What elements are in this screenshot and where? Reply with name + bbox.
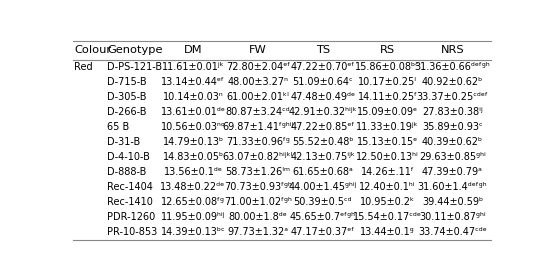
Text: 35.89±0.93ᶜ: 35.89±0.93ᶜ — [422, 122, 483, 132]
Text: 11.61±0.01ʲᵏ: 11.61±0.01ʲᵏ — [162, 62, 224, 72]
Text: 15.54±0.17ᶜᵈᵉ: 15.54±0.17ᶜᵈᵉ — [353, 212, 422, 222]
Text: 14.79±0.13ᵇ: 14.79±0.13ᵇ — [162, 137, 224, 147]
Text: 10.17±0.25ˡ: 10.17±0.25ˡ — [358, 77, 417, 87]
Text: 14.26±.11ᶠ: 14.26±.11ᶠ — [361, 167, 414, 177]
Text: 12.40±0.1ʰⁱ: 12.40±0.1ʰⁱ — [359, 182, 416, 192]
Text: 11.33±0.19ʲᵏ: 11.33±0.19ʲᵏ — [356, 122, 419, 132]
Text: D-715-B: D-715-B — [107, 77, 147, 87]
Text: 61.00±2.01ᵏˡ: 61.00±2.01ᵏˡ — [226, 92, 289, 102]
Text: RS: RS — [380, 45, 395, 55]
Text: 14.83±0.05ᵇ: 14.83±0.05ᵇ — [162, 152, 224, 162]
Text: TS: TS — [316, 45, 330, 55]
Text: 42.91±0.32ʰⁱʲᵏ: 42.91±0.32ʰⁱʲᵏ — [288, 107, 357, 117]
Text: PDR-1260: PDR-1260 — [107, 212, 156, 222]
Text: 12.50±0.13ʰⁱ: 12.50±0.13ʰⁱ — [356, 152, 419, 162]
Text: D-305-B: D-305-B — [107, 92, 147, 102]
Text: 29.63±0.85ᵍʰⁱ: 29.63±0.85ᵍʰⁱ — [419, 152, 486, 162]
Text: 40.92±0.62ᵇ: 40.92±0.62ᵇ — [422, 77, 483, 87]
Text: D-266-B: D-266-B — [107, 107, 147, 117]
Text: 70.73±0.93ᶠᵍʰ: 70.73±0.93ᶠᵍʰ — [224, 182, 292, 192]
Text: 47.22±0.85ᵉᶠ: 47.22±0.85ᵉᶠ — [290, 122, 355, 132]
Text: 47.39±0.79ᵃ: 47.39±0.79ᵃ — [422, 167, 483, 177]
Text: 27.83±0.38ⁱʲ: 27.83±0.38ⁱʲ — [422, 107, 483, 117]
Text: 58.73±1.26ˡᵐ: 58.73±1.26ˡᵐ — [225, 167, 290, 177]
Text: 72.80±2.04ᵉᶠ: 72.80±2.04ᵉᶠ — [226, 62, 290, 72]
Text: 15.09±0.09ᵉ: 15.09±0.09ᵉ — [357, 107, 418, 117]
Text: FW: FW — [249, 45, 267, 55]
Text: 33.74±0.47ᶜᵈᵉ: 33.74±0.47ᶜᵈᵉ — [418, 227, 487, 237]
Text: 97.73±1.32ᵃ: 97.73±1.32ᵃ — [227, 227, 288, 237]
Text: 42.13±0.75ⁱʲᵏ: 42.13±0.75ⁱʲᵏ — [290, 152, 355, 162]
Text: D-31-B: D-31-B — [107, 137, 141, 147]
Text: 48.00±3.27ⁿ: 48.00±3.27ⁿ — [227, 77, 288, 87]
Text: 11.95±0.09ʰⁱʲ: 11.95±0.09ʰⁱʲ — [161, 212, 225, 222]
Text: 50.39±0.5ᶜᵈ: 50.39±0.5ᶜᵈ — [293, 197, 352, 207]
Text: 33.37±0.25ᶜᵈᵉᶠ: 33.37±0.25ᶜᵈᵉᶠ — [416, 92, 488, 102]
Text: 10.14±0.03ⁿ: 10.14±0.03ⁿ — [163, 92, 224, 102]
Text: Colour: Colour — [74, 45, 111, 55]
Text: 13.48±0.22ᵈᵉ: 13.48±0.22ᵈᵉ — [161, 182, 226, 192]
Text: D-888-B: D-888-B — [107, 167, 147, 177]
Text: 14.39±0.13ᵇᶜ: 14.39±0.13ᵇᶜ — [161, 227, 225, 237]
Text: 80.00±1.8ᵈᵉ: 80.00±1.8ᵈᵉ — [229, 212, 287, 222]
Text: 55.52±0.48ᵇ: 55.52±0.48ᵇ — [292, 137, 353, 147]
Text: DM: DM — [184, 45, 202, 55]
Text: 13.61±0.01ᵈᵉ: 13.61±0.01ᵈᵉ — [161, 107, 226, 117]
Text: 71.33±0.96ᶠᵍ: 71.33±0.96ᶠᵍ — [226, 137, 290, 147]
Text: 45.65±0.7ᵉᶠᵍʰ: 45.65±0.7ᵉᶠᵍʰ — [290, 212, 356, 222]
Text: 12.65±0.08ᶠᵍ: 12.65±0.08ᶠᵍ — [161, 197, 225, 207]
Text: D-PS-121-B: D-PS-121-B — [107, 62, 163, 72]
Text: 15.86±0.08ᵇᶜ: 15.86±0.08ᵇᶜ — [355, 62, 420, 72]
Text: 51.09±0.64ᶜ: 51.09±0.64ᶜ — [293, 77, 353, 87]
Text: 69.87±1.41ᶠᵍʰⁱʲ: 69.87±1.41ᶠᵍʰⁱʲ — [222, 122, 294, 132]
Text: 63.07±0.82ʰⁱʲᵏˡ: 63.07±0.82ʰⁱʲᵏˡ — [222, 152, 293, 162]
Text: 47.17±0.37ᵉᶠ: 47.17±0.37ᵉᶠ — [290, 227, 355, 237]
Text: Rec-1410: Rec-1410 — [107, 197, 153, 207]
Text: 15.13±0.15ᵉ: 15.13±0.15ᵉ — [357, 137, 418, 147]
Text: 13.14±0.44ᵉᶠ: 13.14±0.44ᵉᶠ — [161, 77, 225, 87]
Text: 13.56±0.1ᵈᵉ: 13.56±0.1ᵈᵉ — [163, 167, 222, 177]
Text: 13.44±0.1ᵍ: 13.44±0.1ᵍ — [360, 227, 415, 237]
Text: 14.11±0.25ᶠ: 14.11±0.25ᶠ — [357, 92, 418, 102]
Text: 10.95±0.2ᵏ: 10.95±0.2ᵏ — [360, 197, 415, 207]
Text: 31.36±0.66ᵈᵉᶠᵍʰ: 31.36±0.66ᵈᵉᶠᵍʰ — [414, 62, 490, 72]
Text: 71.00±1.02ᶠᵍʰ: 71.00±1.02ᶠᵍʰ — [224, 197, 292, 207]
Text: 44.00±1.45ᵍʰⁱʲ: 44.00±1.45ᵍʰⁱʲ — [288, 182, 357, 192]
Text: D-4-10-B: D-4-10-B — [107, 152, 150, 162]
Text: 30.11±0.87ᵍʰⁱ: 30.11±0.87ᵍʰⁱ — [419, 212, 486, 222]
Text: PR-10-853: PR-10-853 — [107, 227, 158, 237]
Text: 39.44±0.59ᵇ: 39.44±0.59ᵇ — [422, 197, 483, 207]
Text: Red: Red — [74, 62, 93, 72]
Text: Genotype: Genotype — [107, 45, 163, 55]
Text: 80.87±3.24ᶜᵈ: 80.87±3.24ᶜᵈ — [225, 107, 290, 117]
Text: 61.65±0.68ᵃ: 61.65±0.68ᵃ — [292, 167, 353, 177]
Text: 65 B: 65 B — [107, 122, 130, 132]
Text: 47.22±0.70ᵉᶠ: 47.22±0.70ᵉᶠ — [290, 62, 355, 72]
Text: 10.56±0.03ⁿᵒ: 10.56±0.03ⁿᵒ — [161, 122, 226, 132]
Text: NRS: NRS — [441, 45, 464, 55]
Text: Rec-1404: Rec-1404 — [107, 182, 153, 192]
Text: 40.39±0.62ᵇ: 40.39±0.62ᵇ — [422, 137, 483, 147]
Text: 47.48±0.49ᵈᵉ: 47.48±0.49ᵈᵉ — [290, 92, 355, 102]
Text: 31.60±1.4ᵈᵉᶠᵍʰ: 31.60±1.4ᵈᵉᶠᵍʰ — [418, 182, 487, 192]
